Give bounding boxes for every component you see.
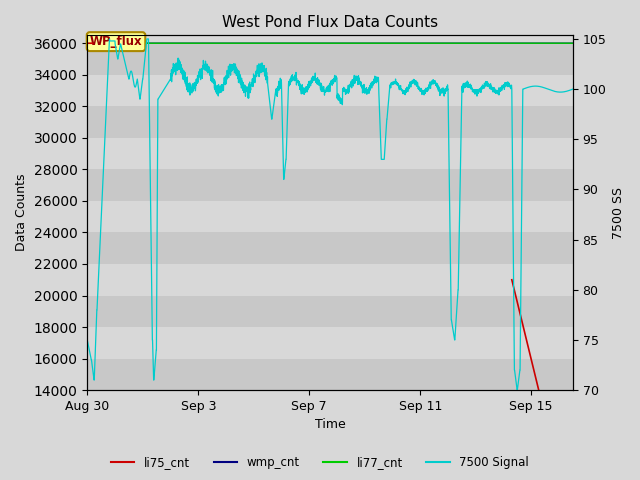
X-axis label: Time: Time [315,419,346,432]
Bar [87,106,573,138]
Bar [87,232,573,264]
Bar [87,138,573,169]
Bar [87,43,573,75]
Bar [87,264,573,296]
Bar [87,75,573,106]
Bar [87,296,573,327]
Legend: li75_cnt, wmp_cnt, li77_cnt, 7500 Signal: li75_cnt, wmp_cnt, li77_cnt, 7500 Signal [106,452,534,474]
Y-axis label: 7500 SS: 7500 SS [612,187,625,239]
Title: West Pond Flux Data Counts: West Pond Flux Data Counts [222,15,438,30]
Bar [87,359,573,390]
Bar [87,327,573,359]
Text: WP_flux: WP_flux [90,35,142,48]
Y-axis label: Data Counts: Data Counts [15,174,28,252]
Bar [87,201,573,232]
Bar [87,169,573,201]
